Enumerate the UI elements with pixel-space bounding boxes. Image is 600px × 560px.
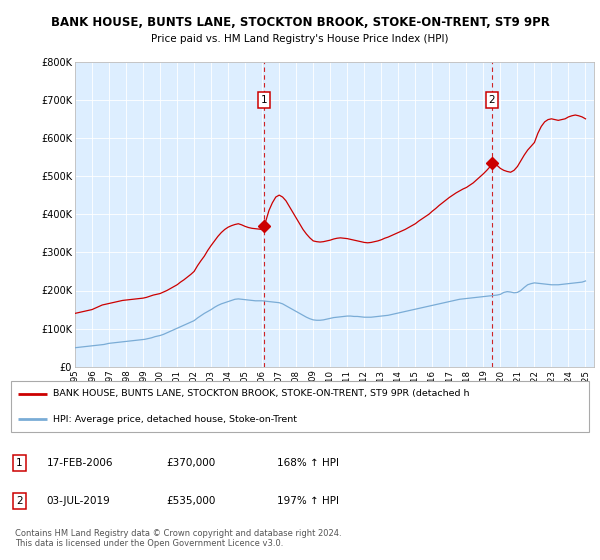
Text: Contains HM Land Registry data © Crown copyright and database right 2024.
This d: Contains HM Land Registry data © Crown c… — [15, 529, 341, 548]
Text: 1: 1 — [16, 458, 23, 468]
Text: 03-JUL-2019: 03-JUL-2019 — [47, 496, 110, 506]
Text: Price paid vs. HM Land Registry's House Price Index (HPI): Price paid vs. HM Land Registry's House … — [151, 34, 449, 44]
Text: 2: 2 — [488, 95, 495, 105]
Text: 17-FEB-2006: 17-FEB-2006 — [47, 458, 113, 468]
Text: BANK HOUSE, BUNTS LANE, STOCKTON BROOK, STOKE-ON-TRENT, ST9 9PR (detached h: BANK HOUSE, BUNTS LANE, STOCKTON BROOK, … — [53, 389, 469, 398]
Text: 2: 2 — [16, 496, 23, 506]
Text: £370,000: £370,000 — [166, 458, 215, 468]
Text: HPI: Average price, detached house, Stoke-on-Trent: HPI: Average price, detached house, Stok… — [53, 415, 296, 424]
Text: BANK HOUSE, BUNTS LANE, STOCKTON BROOK, STOKE-ON-TRENT, ST9 9PR: BANK HOUSE, BUNTS LANE, STOCKTON BROOK, … — [50, 16, 550, 29]
Text: £535,000: £535,000 — [166, 496, 215, 506]
Text: 197% ↑ HPI: 197% ↑ HPI — [277, 496, 339, 506]
Text: 168% ↑ HPI: 168% ↑ HPI — [277, 458, 339, 468]
Text: 1: 1 — [260, 95, 267, 105]
FancyBboxPatch shape — [11, 381, 589, 432]
